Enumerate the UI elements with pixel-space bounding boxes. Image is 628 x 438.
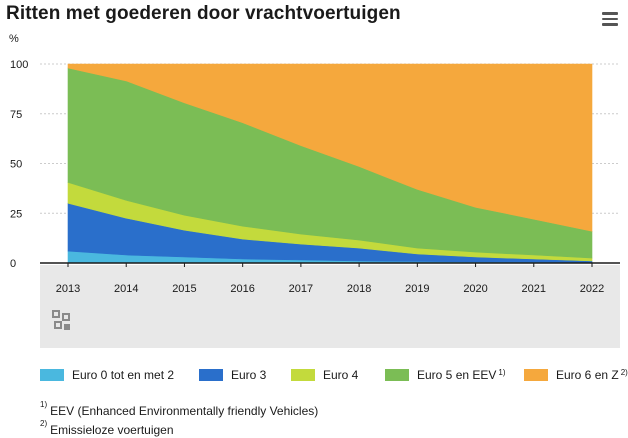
legend-label: Euro 6 en Z [556,368,619,382]
legend-footnote-marker: 2) [620,367,628,377]
footnote-2: 2) Emissieloze voertuigen [40,419,318,438]
legend-item-euro-6-z[interactable]: Euro 6 en Z 2) [524,368,628,382]
legend-label: Euro 4 [323,368,359,382]
x-tick-label: 2014 [114,283,138,295]
x-tick-label: 2013 [56,283,80,295]
legend-swatch [524,369,548,381]
y-tick-label: 25 [10,208,22,220]
legend-item-euro-0-2[interactable]: Euro 0 tot en met 2 [40,368,174,382]
x-tick-label: 2019 [405,283,429,295]
legend-label: Euro 5 en EEV [417,368,497,382]
legend-item-euro-4[interactable]: Euro 4 [291,368,358,382]
footnote-text: Emissieloze voertuigen [50,423,174,437]
footnote-marker: 2) [40,419,48,428]
x-tick-label: 2018 [347,283,371,295]
legend-swatch [385,369,409,381]
area-series [67,63,593,232]
x-tick-label: 2016 [230,283,254,295]
footnote-marker: 1) [40,400,48,409]
legend-swatch [199,369,223,381]
x-tick-label: 2017 [289,283,313,295]
chart-canvas: 0 25 50 75 100 2013 2014 2015 2016 2017 2018 2019 20… [10,59,620,348]
cbs-logo-icon [52,310,70,330]
y-tick-label: 50 [10,159,22,171]
footnote-1: 1) EEV (Enhanced Environmentally friendly… [40,400,318,419]
footnote-text: EEV (Enhanced Environmentally friendly V… [50,404,319,418]
legend-label: Euro 0 tot en met 2 [72,368,175,382]
legend-item-euro-5-eev[interactable]: Euro 5 en EEV 1) [385,368,506,382]
legend-footnote-marker: 1) [498,367,506,377]
x-tick-label: 2021 [522,283,546,295]
footnotes: 1) EEV (Enhanced Environmentally friendly… [40,400,318,438]
x-tick-label: 2015 [172,283,196,295]
x-axis-band [40,265,620,348]
legend-swatch [291,369,315,381]
x-tick-label: 2022 [580,283,604,295]
y-tick-label: 75 [10,109,22,121]
hamburger-menu-icon[interactable] [602,12,618,26]
legend-swatch [40,369,64,381]
y-axis-unit-label: % [9,33,19,45]
chart-title: Ritten met goederen door vrachtvoertuige… [6,3,401,24]
legend: Euro 0 tot en met 2 Euro 3 Euro 4 Euro 5… [40,368,628,388]
legend-item-euro-3[interactable]: Euro 3 [199,368,266,382]
x-tick-label: 2020 [463,283,487,295]
legend-label: Euro 3 [231,368,267,382]
axis-layer: 0 25 50 75 100 2013 2014 2015 2016 2017 2018 2019 20… [10,59,620,295]
y-tick-label: 0 [10,258,16,270]
area-layer [67,63,593,264]
y-tick-label: 100 [10,59,28,71]
